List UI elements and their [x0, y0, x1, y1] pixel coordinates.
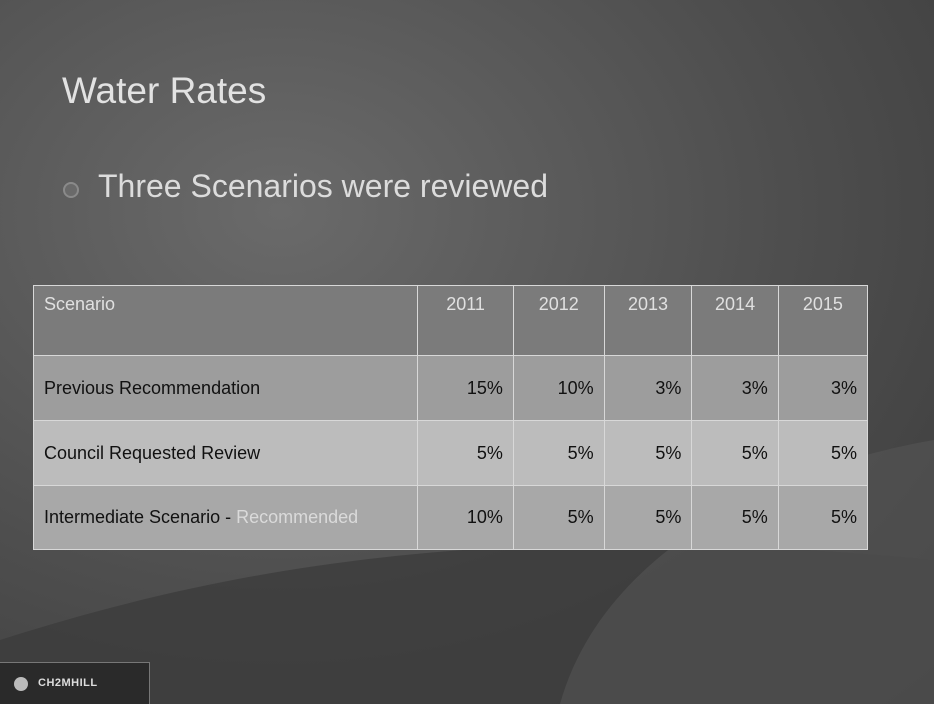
scenario-cell: Intermediate Scenario - Recommended: [32, 485, 419, 550]
header-cell: 2014: [691, 285, 779, 356]
header-cell: 2011: [417, 285, 514, 356]
rate-cell: 15%: [417, 355, 514, 421]
rate-cell: 5%: [777, 485, 869, 550]
rate-cell: 5%: [603, 420, 693, 486]
header-cell: 2015: [777, 285, 869, 356]
rate-cell: 5%: [603, 485, 693, 550]
footer: CH2MHILL: [0, 662, 150, 704]
header-row: Scenario 2011 2012 2013 2014 2015: [32, 285, 869, 356]
scenario-cell: Previous Recommendation: [32, 355, 419, 421]
rates-table: Scenario 2011 2012 2013 2014 2015 Previous Rec…: [32, 285, 869, 550]
rate-cell: 5%: [691, 420, 779, 486]
logo-icon: [14, 677, 28, 691]
scenario-cell: Council Requested Review: [32, 420, 419, 486]
header-cell: 2013: [603, 285, 693, 356]
rate-cell: 3%: [691, 355, 779, 421]
rate-cell: 5%: [512, 420, 605, 486]
rate-cell: 5%: [777, 420, 869, 486]
scenario-text: Council Requested Review: [44, 442, 261, 463]
rate-cell: 5%: [512, 485, 605, 550]
rate-cell: 3%: [603, 355, 693, 421]
scenario-text: Previous Recommendation: [44, 377, 261, 398]
header-cell: 2012: [512, 285, 605, 356]
highlight-text: Recommended: [236, 507, 359, 527]
slide-title: Water Rates: [62, 70, 267, 111]
table-row: Council Requested Review 5% 5% 5% 5% 5%: [32, 420, 869, 486]
bullet-icon: [63, 182, 79, 198]
rate-cell: 10%: [417, 485, 514, 550]
table-row: Intermediate Scenario - Recommended 10% 5%…: [32, 485, 869, 550]
bullet-text: Three Scenarios were reviewed: [98, 168, 548, 204]
header-cell: Scenario: [32, 285, 419, 356]
rate-cell: 5%: [691, 485, 779, 550]
rate-cell: 5%: [417, 420, 514, 486]
rate-cell: 3%: [777, 355, 869, 421]
scenario-text: Intermediate Scenario -: [44, 507, 237, 527]
logo-text: CH2MHILL: [38, 677, 98, 689]
rate-cell: 10%: [512, 355, 605, 421]
table-row: Previous Recommendation 15% 10% 3% 3% 3%: [32, 355, 869, 421]
